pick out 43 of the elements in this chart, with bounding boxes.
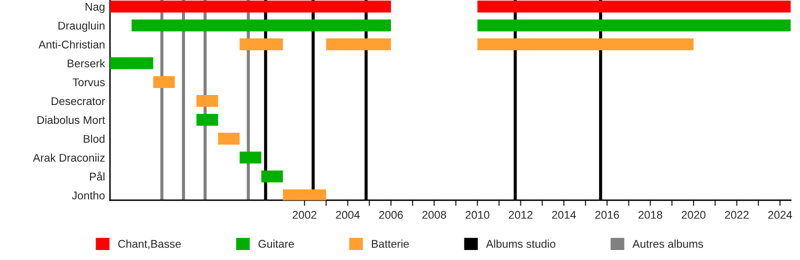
bar xyxy=(240,152,262,164)
bar xyxy=(240,38,283,50)
y-tick-label: Draugluin xyxy=(58,21,104,32)
x-tick-label: 2014 xyxy=(552,210,576,219)
bar xyxy=(110,57,154,70)
bar xyxy=(477,0,791,13)
x-tick-label: 2004 xyxy=(336,210,360,219)
y-tick-label: Desecrator xyxy=(52,97,105,106)
bar xyxy=(196,95,218,107)
bar xyxy=(153,76,175,88)
y-tick-label: Jontho xyxy=(72,191,105,200)
bar xyxy=(218,132,240,145)
legend-label: Autres albums xyxy=(632,240,704,248)
x-tick-label: 2024 xyxy=(768,210,792,219)
bar xyxy=(326,38,391,50)
bar xyxy=(196,114,218,126)
y-tick-label: Anti-Christian xyxy=(38,40,104,48)
x-tick-label: 2002 xyxy=(292,210,316,219)
legend-label: Chant,Basse xyxy=(118,240,181,250)
x-tick-label: 2010 xyxy=(466,210,490,219)
x-tick-label: 2006 xyxy=(379,210,403,219)
y-tick-label: Diabolus Mort xyxy=(38,116,106,124)
x-tick-label: 2022 xyxy=(724,210,749,219)
legend-label: Guitare xyxy=(258,240,294,248)
y-tick-label: Blod xyxy=(84,134,104,143)
y-tick-label: Arak Draconiiz xyxy=(32,154,105,162)
y-tick-label: Berserk xyxy=(68,59,106,68)
x-tick-label: 2020 xyxy=(682,210,706,219)
legend-label: Albums studio xyxy=(486,240,556,248)
x-tick-label: 2018 xyxy=(638,210,662,219)
bar xyxy=(282,189,326,200)
legend-label: Batterie xyxy=(372,240,409,248)
bar xyxy=(132,20,391,32)
bar xyxy=(477,38,694,50)
bar xyxy=(477,20,791,32)
bar xyxy=(261,170,283,182)
y-tick-label: Pål xyxy=(90,171,104,181)
x-tick-label: 2016 xyxy=(595,210,619,219)
x-tick-label: 2008 xyxy=(422,210,446,219)
x-tick-label: 2012 xyxy=(508,210,532,219)
bar xyxy=(110,0,391,13)
y-tick-label: Torvus xyxy=(72,78,105,86)
y-tick-label: Nag xyxy=(86,2,104,13)
